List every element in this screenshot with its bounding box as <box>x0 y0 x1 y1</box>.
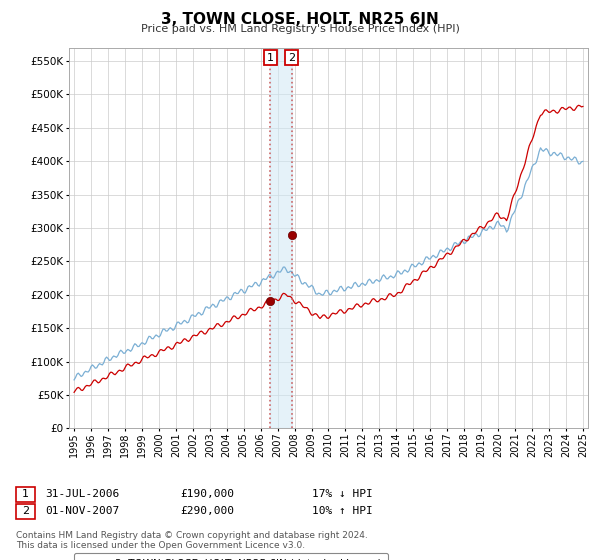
Text: 3, TOWN CLOSE, HOLT, NR25 6JN: 3, TOWN CLOSE, HOLT, NR25 6JN <box>161 12 439 27</box>
Text: £290,000: £290,000 <box>180 506 234 516</box>
Text: Contains HM Land Registry data © Crown copyright and database right 2024.
This d: Contains HM Land Registry data © Crown c… <box>16 531 368 550</box>
Text: 2: 2 <box>288 53 295 63</box>
Text: 1: 1 <box>267 53 274 63</box>
Text: 01-NOV-2007: 01-NOV-2007 <box>45 506 119 516</box>
Text: 1: 1 <box>22 489 29 499</box>
Text: 10% ↑ HPI: 10% ↑ HPI <box>312 506 373 516</box>
Text: 31-JUL-2006: 31-JUL-2006 <box>45 489 119 499</box>
Bar <box>271 48 292 428</box>
Text: £190,000: £190,000 <box>180 489 234 499</box>
Text: 17% ↓ HPI: 17% ↓ HPI <box>312 489 373 499</box>
Legend: 3, TOWN CLOSE, HOLT, NR25 6JN (detached house), HPI: Average price, detached hou: 3, TOWN CLOSE, HOLT, NR25 6JN (detached … <box>74 553 388 560</box>
Text: Price paid vs. HM Land Registry's House Price Index (HPI): Price paid vs. HM Land Registry's House … <box>140 24 460 34</box>
Text: 2: 2 <box>22 506 29 516</box>
